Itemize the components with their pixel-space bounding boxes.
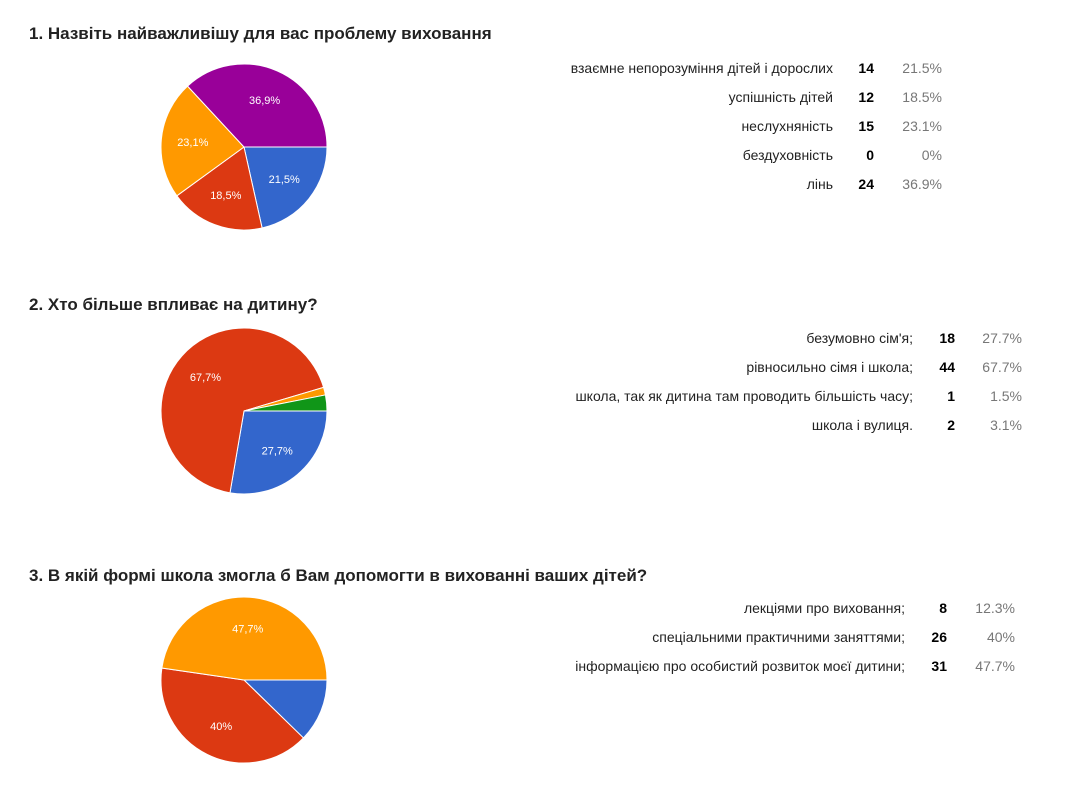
legend-row: взаємне непорозуміння дітей і дорослих: [0, 60, 833, 80]
legend-count: 44: [939, 359, 955, 375]
question-1-pie-chart: 21,5% 18,5% 23,1% 36,9%: [160, 63, 328, 231]
legend-label: взаємне непорозуміння дітей і дорослих: [570, 60, 833, 76]
pie-slice: [176, 146, 263, 231]
legend-percent: 18.5%: [902, 89, 942, 105]
legend-label: успішність дітей: [728, 89, 833, 105]
legend-count: 1: [947, 388, 955, 404]
pie-slice: [243, 146, 328, 229]
legend-row: школа і вулиця.: [0, 417, 913, 437]
pie-slice: [242, 679, 328, 739]
pie-slice-label: 40%: [210, 721, 232, 733]
pie-slice: [161, 596, 328, 681]
pie-slice: [160, 667, 305, 764]
pie-slice-label: 18,5%: [210, 190, 241, 202]
legend-percent: 40%: [986, 629, 1015, 645]
legend-count: 26: [931, 629, 947, 645]
question-3-title: 3. В якій формі школа змогла б Вам допом…: [29, 566, 648, 585]
legend-row: інформацією про особистий розвиток моєї …: [0, 658, 905, 678]
legend-row: рівносильно сімя і школа;: [0, 359, 913, 379]
legend-label: неслухняність: [741, 118, 833, 134]
legend-label: безумовно сім'я;: [806, 330, 913, 346]
legend-label: школа, так як дитина там проводить більш…: [575, 388, 913, 404]
question-3-section: 3. В якій формі школа змогла б Вам допом…: [0, 566, 1069, 801]
legend-row: успішність дітей: [0, 89, 833, 109]
question-1-section: 1. Назвіть найважливішу для вас проблему…: [0, 24, 1069, 254]
legend-count: 24: [858, 176, 874, 192]
pie-slice-label: 21,5%: [269, 174, 300, 186]
legend-count: 12: [858, 89, 874, 105]
legend-count: 14: [858, 60, 874, 76]
pie-slice-label: 47,7%: [232, 624, 263, 636]
question-2-title: 2. Хто більше впливає на дитину?: [29, 295, 318, 314]
pie-slice: [186, 63, 328, 148]
legend-count: 8: [939, 600, 947, 616]
question-2-section: 2. Хто більше впливає на дитину? 27,7% 67…: [0, 295, 1069, 525]
legend-percent: 3.1%: [990, 417, 1022, 433]
pie-slice-label: 36,9%: [249, 95, 280, 107]
legend-percent: 67.7%: [982, 359, 1022, 375]
legend-percent: 0%: [921, 147, 942, 163]
legend-count: 0: [866, 147, 874, 163]
legend-count: 15: [858, 118, 874, 134]
legend-row: спеціальними практичними заняттями;: [0, 629, 905, 649]
question-2-pie-chart: 27,7% 67,7%: [160, 327, 328, 495]
legend-percent: 47.7%: [975, 658, 1015, 674]
legend-count: 18: [939, 330, 955, 346]
legend-row: безумовно сім'я;: [0, 330, 913, 350]
pie-slice: [243, 394, 328, 412]
legend-label: інформацією про особистий розвиток моєї …: [575, 658, 905, 674]
legend-percent: 1.5%: [990, 388, 1022, 404]
pie-slice-label: 67,7%: [190, 372, 221, 384]
legend-percent: 21.5%: [902, 60, 942, 76]
pie-slice: [160, 85, 245, 197]
pie-slice-label: 23,1%: [177, 137, 208, 149]
legend-row: лінь: [0, 176, 833, 196]
legend-row: неслухняність: [0, 118, 833, 138]
legend-label: спеціальними практичними заняттями;: [652, 629, 905, 645]
question-1-title: 1. Назвіть найважливішу для вас проблему…: [29, 24, 492, 43]
question-3-pie-chart: 40% 47,7%: [160, 596, 328, 764]
legend-label: бездуховність: [742, 147, 833, 163]
legend-percent: 36.9%: [902, 176, 942, 192]
legend-count: 2: [947, 417, 955, 433]
legend-count: 31: [931, 658, 947, 674]
legend-row: бездуховність: [0, 147, 833, 167]
legend-percent: 27.7%: [982, 330, 1022, 346]
legend-label: школа і вулиця.: [811, 417, 913, 433]
pie-slice-label: 27,7%: [262, 445, 293, 457]
legend-label: лінь: [806, 176, 833, 192]
legend-row: школа, так як дитина там проводить більш…: [0, 388, 913, 408]
legend-percent: 23.1%: [902, 118, 942, 134]
pie-slice: [160, 327, 325, 494]
pie-slice: [229, 410, 328, 495]
legend-label: лекціями про виховання;: [743, 600, 905, 616]
legend-percent: 12.3%: [975, 600, 1015, 616]
legend-label: рівносильно сімя і школа;: [746, 359, 913, 375]
legend-row: лекціями про виховання;: [0, 600, 905, 620]
